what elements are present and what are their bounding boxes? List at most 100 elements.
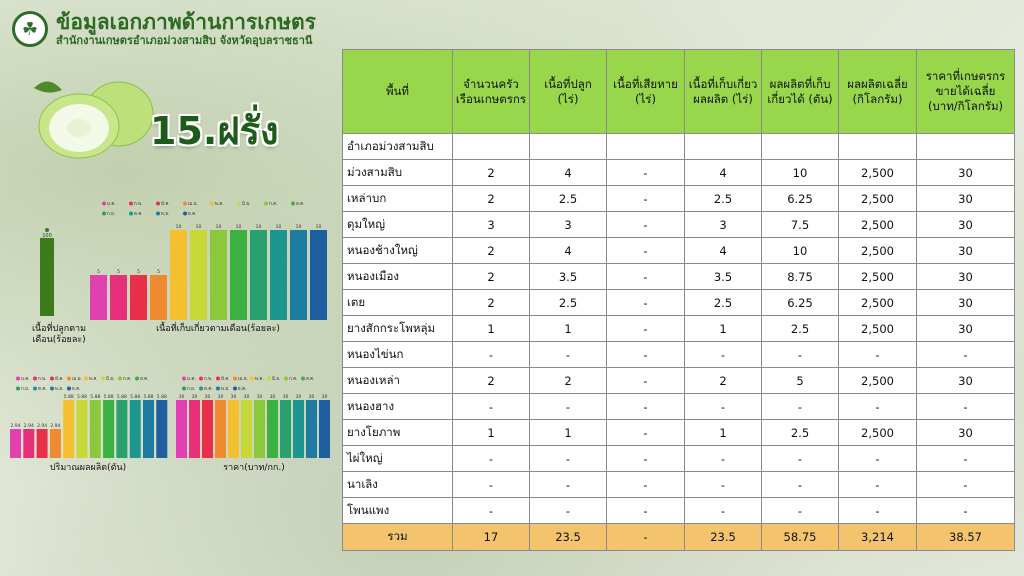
table-row: หนองเมือง 2 3.5-3.5 8.75 2,500 30 <box>342 263 1015 290</box>
data-label: 2.94 <box>24 423 34 429</box>
table-cell: - <box>916 445 1015 472</box>
data-label: 5.88 <box>117 394 127 400</box>
planted-area-chart: 100 เนื้อที่ปลูกตาม เดือน(ร้อยละ) <box>24 224 94 354</box>
ministry-logo-icon: ☘ <box>12 11 48 47</box>
bar <box>103 400 115 458</box>
crop-data-table: พื้นที่ จำนวนครัวเรือนเกษตรกร เนื้อที่ปล… <box>342 49 1015 551</box>
total-cell: 38.57 <box>916 523 1015 551</box>
legend-label: ต.ค. <box>38 387 47 392</box>
legend-dot <box>129 201 133 206</box>
table-cell: 30 <box>916 263 1015 290</box>
legend-dot <box>118 376 122 381</box>
data-label: 5.88 <box>77 394 87 400</box>
table-cell: 1 <box>529 419 607 446</box>
table-cell: - <box>838 471 917 498</box>
legend-dot <box>50 386 54 391</box>
table-cell: 1 <box>684 419 762 446</box>
table-row: อำเภอม่วงสามสิบ <box>342 133 1015 160</box>
table-cell: - <box>606 497 685 524</box>
bar <box>63 400 75 458</box>
legend-dot <box>102 201 106 206</box>
table-cell: - <box>606 367 685 394</box>
data-label: 30 <box>205 394 211 400</box>
table-cell: 1 <box>452 315 530 342</box>
table-cell: 30 <box>916 367 1015 394</box>
legend-label: มี.ค. <box>161 201 170 207</box>
table-cell: 2.5 <box>529 289 607 316</box>
table-cell: 2 <box>529 367 607 394</box>
crop-title: 15.ฝรั่ง <box>150 109 279 153</box>
table-cell: 1 <box>529 315 607 342</box>
bar <box>280 400 291 458</box>
row-area-name: หนองเหล่า <box>342 367 453 394</box>
legend-label: เม.ย. <box>72 377 82 382</box>
table-cell: - <box>761 497 839 524</box>
legend-label: ก.ค. <box>123 377 132 382</box>
table-row: เตย 2 2.5-2.5 6.25 2,500 30 <box>342 289 1015 316</box>
legend-label: ม.ค. <box>107 202 116 207</box>
table-cell: - <box>452 341 530 368</box>
row-area-name: เตย <box>342 289 453 316</box>
legend-dot <box>101 376 105 381</box>
table-cell: - <box>452 471 530 498</box>
legend-label: พ.ย. <box>55 386 63 392</box>
table-cell: - <box>684 471 762 498</box>
legend-label: ธ.ค. <box>72 386 81 392</box>
table-cell <box>452 133 530 160</box>
table-cell: - <box>838 341 917 368</box>
legend-dot <box>264 201 268 206</box>
data-label: 10 <box>316 224 322 230</box>
table-row: เหล่าบก 2 2.5-2.5 6.25 2,500 30 <box>342 185 1015 212</box>
legend-dot <box>267 376 271 381</box>
table-cell: - <box>529 393 607 420</box>
data-label: 5 <box>157 269 160 275</box>
legend-dot <box>84 376 88 381</box>
data-label: 10 <box>296 224 302 230</box>
legend-dot <box>33 376 37 381</box>
table-cell: - <box>838 445 917 472</box>
table-cell: - <box>838 497 917 524</box>
table-cell: 8.75 <box>761 263 839 290</box>
bar <box>189 400 200 458</box>
header-damaged: เนื้อที่เสียหาย (ไร่) <box>606 49 685 134</box>
table-cell: 2,500 <box>838 237 917 264</box>
table-cell: - <box>916 497 1015 524</box>
table-cell: 2,500 <box>838 367 917 394</box>
data-label: 5.88 <box>64 394 74 400</box>
legend-dot <box>301 376 305 381</box>
table-cell: - <box>529 445 607 472</box>
data-label: 5.88 <box>104 394 114 400</box>
table-row: หนองไข่นก - - - - - - - <box>342 341 1015 368</box>
production-chart-caption: ปริมาณผลผลิต(ตัน) <box>49 463 127 473</box>
data-label: 30 <box>296 394 302 400</box>
data-label: 5.88 <box>90 394 100 400</box>
legend-label: ส.ค. <box>140 376 149 382</box>
table-cell <box>606 133 685 160</box>
table-cell: - <box>761 393 839 420</box>
table-cell: 2,500 <box>838 315 917 342</box>
table-cell: - <box>916 393 1015 420</box>
legend-dot <box>233 386 237 391</box>
bar <box>270 230 287 320</box>
table-cell: 30 <box>916 419 1015 446</box>
bar <box>319 400 330 458</box>
bar <box>290 230 307 320</box>
bar <box>10 429 21 458</box>
header-harvested-area: เนื้อที่เก็บเกี่ยวผลผลิต (ไร่) <box>684 49 762 134</box>
table-cell: 3 <box>452 211 530 238</box>
data-label: 10 <box>196 224 202 230</box>
data-label: 30 <box>322 394 328 400</box>
bar <box>293 400 304 458</box>
data-label: 10 <box>176 224 182 230</box>
bar <box>129 400 141 458</box>
legend-dot <box>216 386 220 391</box>
table-cell: - <box>452 497 530 524</box>
crop-data-table-wrapper: พื้นที่ จำนวนครัวเรือนเกษตรกร เนื้อที่ปล… <box>342 49 1015 551</box>
data-label: 10 <box>276 224 282 230</box>
table-cell: - <box>606 471 685 498</box>
row-area-name: ยางโยภาพ <box>342 419 453 446</box>
row-area-name: นาเลิง <box>342 471 453 498</box>
row-area-name: อำเภอม่วงสามสิบ <box>342 133 453 160</box>
table-cell: - <box>529 497 607 524</box>
bar <box>241 400 252 458</box>
